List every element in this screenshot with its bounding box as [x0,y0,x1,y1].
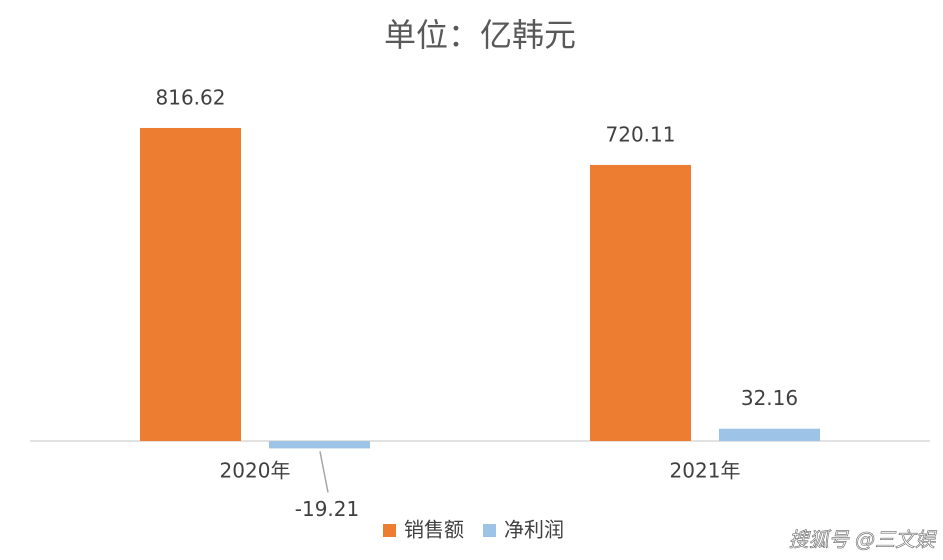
chart-title: 单位：亿韩元 [384,16,576,54]
data-label: 816.62 [156,85,226,109]
bar [590,164,691,442]
watermark: 搜狐号 @三文娱 [789,528,937,552]
bar [719,428,820,442]
data-label: -19.21 [295,497,359,521]
legend-label: 净利润 [504,518,564,542]
bar [269,441,370,449]
x-tick-label: 2020年 [220,459,291,483]
data-label: 32.16 [741,386,798,410]
x-tick-label: 2021年 [670,459,741,483]
legend-swatch [383,524,396,537]
data-label: 720.11 [606,122,676,146]
legend-label: 销售额 [404,518,464,542]
legend-swatch [483,524,496,537]
bar [140,127,241,442]
leader-line [319,451,329,493]
